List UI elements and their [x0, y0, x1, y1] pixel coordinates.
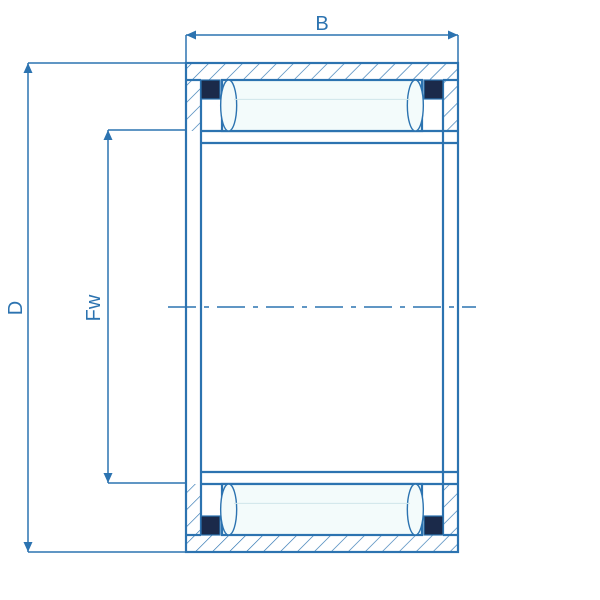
dimension-inner-diameter-label: Fw: [83, 294, 105, 321]
dimension-outer-diameter-label: D: [5, 301, 27, 315]
roller: [221, 484, 424, 535]
dimension-width-label: B: [315, 13, 328, 35]
roller: [221, 80, 424, 131]
